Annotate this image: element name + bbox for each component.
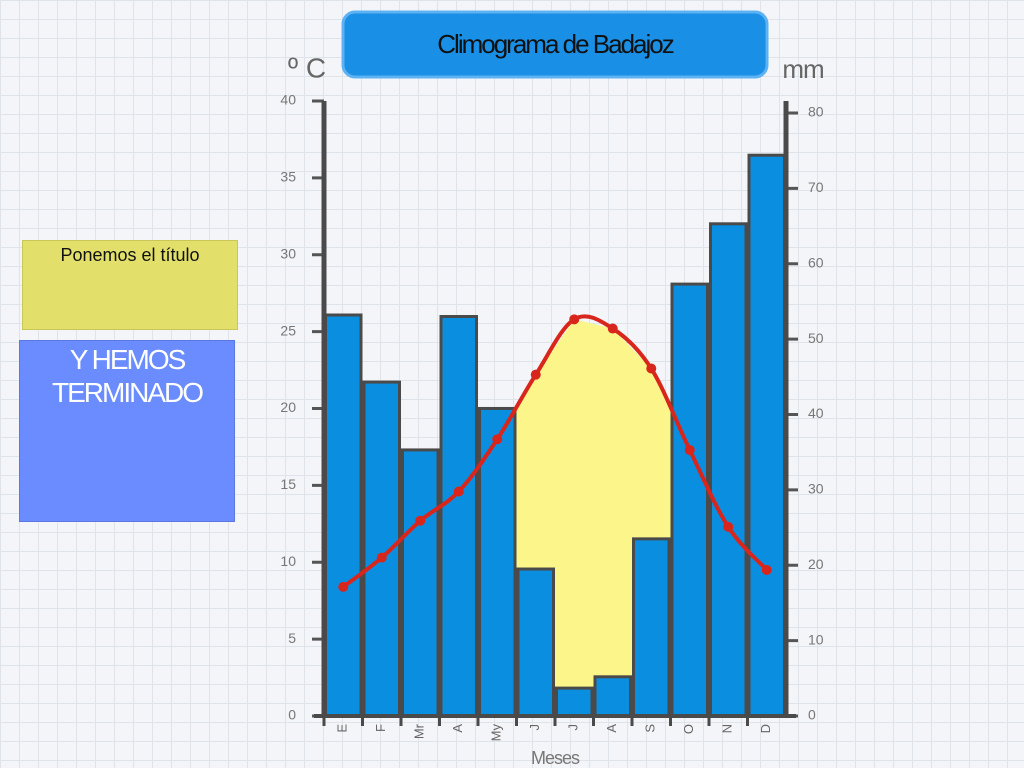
x-tick-label: N — [720, 724, 735, 733]
y2-tick-label: 10 — [808, 631, 824, 647]
arid-area — [502, 319, 671, 689]
y-tick-label: 40 — [280, 92, 296, 108]
temperature-point — [684, 445, 695, 456]
temperature-point — [569, 314, 580, 325]
x-tick-label: J — [527, 724, 542, 731]
y-tick-label: 30 — [280, 245, 296, 261]
y2-tick-label: 0 — [808, 707, 816, 723]
precipitation-bar — [747, 153, 786, 718]
x-tick-label: D — [758, 724, 773, 733]
y-tick-label: 0 — [288, 707, 296, 723]
y2-tick-label: 70 — [808, 179, 824, 195]
y2-tick-label: 60 — [808, 254, 824, 270]
precipitation-bar — [516, 567, 555, 718]
y2-tick-label: 40 — [808, 405, 824, 421]
temperature-point — [761, 564, 772, 575]
y-tick-label: 25 — [280, 322, 296, 338]
temperature-point — [646, 363, 657, 374]
y2-tick-label: 20 — [808, 556, 824, 572]
done-panel: Y HEMOS TERMINADO — [19, 340, 235, 522]
temperature-point — [376, 552, 387, 563]
y2-tick-label: 50 — [808, 330, 824, 346]
x-tick-label: J — [566, 724, 581, 731]
temperature-point — [415, 515, 426, 526]
x-tick-label: S — [643, 724, 658, 733]
x-tick-label: O — [681, 724, 696, 734]
precipitation-bar — [670, 282, 709, 718]
x-tick-label: E — [335, 724, 350, 733]
precipitation-bar — [632, 537, 671, 718]
y-tick-label: 15 — [280, 476, 296, 492]
temperature-point — [723, 521, 734, 532]
x-tick-label: F — [373, 724, 388, 732]
x-tick-label: A — [604, 724, 619, 733]
temperature-point — [530, 369, 541, 380]
precipitation-bar — [324, 313, 363, 718]
x-tick-label: A — [450, 724, 465, 733]
y-tick-label: 20 — [280, 399, 296, 415]
precipitation-bar — [362, 380, 401, 718]
chart-title: Climograma de Badajoz — [437, 29, 673, 59]
y2-tick-label: 30 — [808, 481, 824, 497]
title-box — [341, 10, 769, 79]
temperature-point — [607, 323, 618, 334]
y2-tick-label: 80 — [808, 104, 824, 120]
precipitation-bar — [401, 448, 440, 718]
step-panel: Ponemos el título — [22, 240, 238, 330]
x-tick-label: My — [489, 724, 504, 742]
y2-axis-label: mm — [782, 54, 823, 84]
temperature-point — [453, 486, 464, 497]
precipitation-bar — [709, 222, 748, 718]
y-tick-label: 35 — [280, 169, 296, 185]
x-tick-label: Mr — [412, 723, 427, 739]
temperature-point — [492, 434, 503, 445]
temperature-point — [338, 581, 349, 592]
precipitation-bar — [439, 315, 478, 718]
precipitation-bar — [555, 686, 594, 718]
precipitation-bar — [593, 675, 632, 718]
x-axis-label: Meses — [531, 748, 580, 768]
y-axis-label: º C — [288, 52, 326, 83]
y-tick-label: 5 — [288, 630, 296, 646]
y-tick-label: 10 — [280, 553, 296, 569]
